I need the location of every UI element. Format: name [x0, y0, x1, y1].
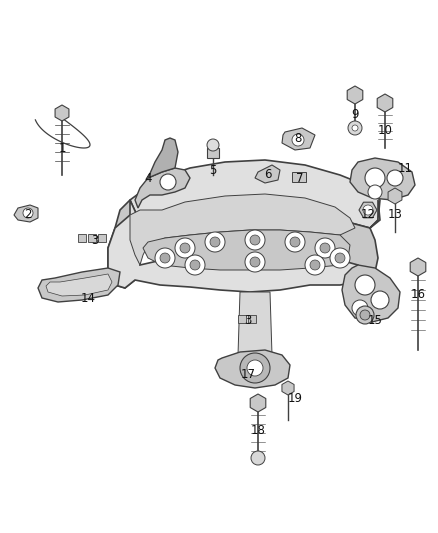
Text: 14: 14: [81, 292, 95, 304]
Circle shape: [185, 255, 205, 275]
Circle shape: [245, 230, 265, 250]
Polygon shape: [46, 274, 112, 296]
Polygon shape: [14, 205, 38, 222]
Circle shape: [348, 121, 362, 135]
Text: 5: 5: [209, 164, 217, 176]
Polygon shape: [130, 194, 355, 265]
Circle shape: [290, 237, 300, 247]
Polygon shape: [255, 165, 280, 183]
Bar: [207, 148, 219, 158]
Circle shape: [155, 248, 175, 268]
Text: 17: 17: [240, 368, 255, 382]
Text: 15: 15: [367, 313, 382, 327]
Polygon shape: [130, 160, 380, 228]
Text: 11: 11: [398, 161, 413, 174]
Text: 18: 18: [251, 424, 265, 437]
Circle shape: [315, 238, 335, 258]
Circle shape: [175, 238, 195, 258]
Circle shape: [23, 208, 33, 218]
Bar: [238, 315, 246, 323]
Bar: [88, 234, 96, 242]
Bar: [98, 234, 106, 242]
Polygon shape: [108, 200, 368, 292]
Text: 2: 2: [24, 208, 32, 222]
Polygon shape: [143, 230, 350, 270]
Text: 10: 10: [378, 124, 392, 136]
Polygon shape: [135, 168, 190, 208]
Text: 12: 12: [360, 208, 375, 222]
Text: 19: 19: [287, 392, 303, 405]
Circle shape: [363, 205, 373, 215]
Text: 4: 4: [144, 172, 152, 184]
Circle shape: [250, 257, 260, 267]
Circle shape: [210, 237, 220, 247]
Circle shape: [292, 134, 304, 146]
Circle shape: [285, 232, 305, 252]
Text: 3: 3: [91, 233, 99, 246]
Polygon shape: [377, 94, 393, 112]
Text: 3: 3: [244, 313, 252, 327]
Polygon shape: [250, 394, 266, 412]
Circle shape: [387, 170, 403, 186]
Circle shape: [251, 451, 265, 465]
Circle shape: [330, 248, 350, 268]
Circle shape: [356, 306, 374, 324]
Circle shape: [205, 232, 225, 252]
Circle shape: [250, 235, 260, 245]
Circle shape: [368, 185, 382, 199]
Circle shape: [371, 291, 389, 309]
Circle shape: [320, 243, 330, 253]
Circle shape: [310, 260, 320, 270]
Polygon shape: [148, 138, 178, 178]
Circle shape: [335, 253, 345, 263]
Polygon shape: [55, 105, 69, 121]
Bar: [78, 234, 86, 242]
Polygon shape: [410, 258, 426, 276]
Bar: [292, 172, 306, 182]
Bar: [248, 315, 256, 323]
Polygon shape: [215, 350, 290, 388]
Text: 6: 6: [264, 168, 272, 182]
Polygon shape: [238, 292, 272, 355]
Polygon shape: [282, 381, 294, 395]
Circle shape: [365, 168, 385, 188]
Circle shape: [355, 275, 375, 295]
Text: 16: 16: [410, 288, 425, 302]
Circle shape: [305, 255, 325, 275]
Polygon shape: [359, 202, 377, 218]
Polygon shape: [108, 200, 140, 288]
Circle shape: [180, 243, 190, 253]
Polygon shape: [342, 265, 400, 322]
Text: 8: 8: [294, 132, 302, 144]
Text: 7: 7: [296, 172, 304, 184]
Polygon shape: [38, 268, 120, 302]
Polygon shape: [388, 188, 402, 204]
Text: 13: 13: [388, 208, 403, 222]
Circle shape: [240, 353, 270, 383]
Circle shape: [352, 125, 358, 131]
Circle shape: [160, 174, 176, 190]
Text: 1: 1: [58, 141, 66, 155]
Circle shape: [245, 252, 265, 272]
Polygon shape: [350, 158, 415, 200]
Circle shape: [207, 139, 219, 151]
Polygon shape: [282, 128, 315, 150]
Polygon shape: [347, 86, 363, 104]
Circle shape: [160, 253, 170, 263]
Polygon shape: [340, 200, 380, 282]
Circle shape: [352, 300, 368, 316]
Circle shape: [360, 310, 370, 320]
Circle shape: [247, 360, 263, 376]
Circle shape: [190, 260, 200, 270]
Text: 9: 9: [351, 109, 359, 122]
